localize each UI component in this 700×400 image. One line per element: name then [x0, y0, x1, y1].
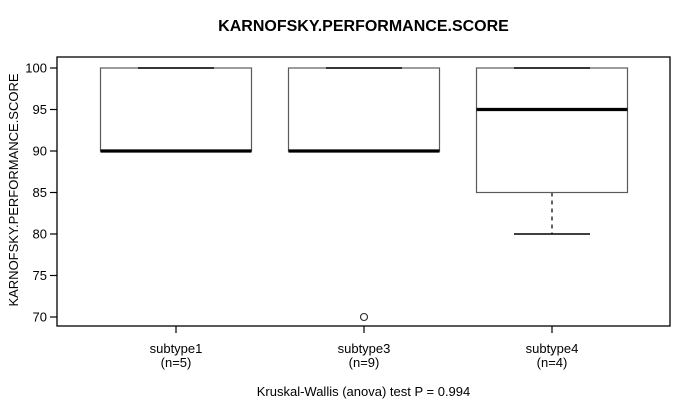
- y-tick-label: 85: [33, 185, 47, 200]
- stat-test-caption: Kruskal-Wallis (anova) test P = 0.994: [256, 384, 471, 399]
- box-subtype1: [99, 67, 253, 152]
- outlier-point-subtype3: [359, 312, 369, 322]
- y-tick-label: 75: [33, 268, 47, 283]
- plot-frame: [56, 56, 671, 327]
- x-group-label: subtype1: [150, 341, 203, 356]
- x-group-sublabel: (n=4): [537, 355, 568, 370]
- x-group-label: subtype3: [338, 341, 391, 356]
- y-tick-label: 80: [33, 227, 47, 242]
- y-tick-label: 90: [33, 144, 47, 159]
- x-group-label: subtype4: [526, 341, 579, 356]
- x-group-sublabel: (n=9): [349, 355, 380, 370]
- chart-title: KARNOFSKY.PERFORMANCE.SCORE: [218, 18, 509, 35]
- x-group-sublabel: (n=5): [161, 355, 192, 370]
- box-subtype3: [287, 67, 441, 152]
- y-tick-label: 95: [33, 102, 47, 117]
- y-tick-label: 100: [25, 61, 47, 76]
- box-subtype4: [475, 67, 629, 194]
- y-tick-label: 70: [33, 310, 47, 325]
